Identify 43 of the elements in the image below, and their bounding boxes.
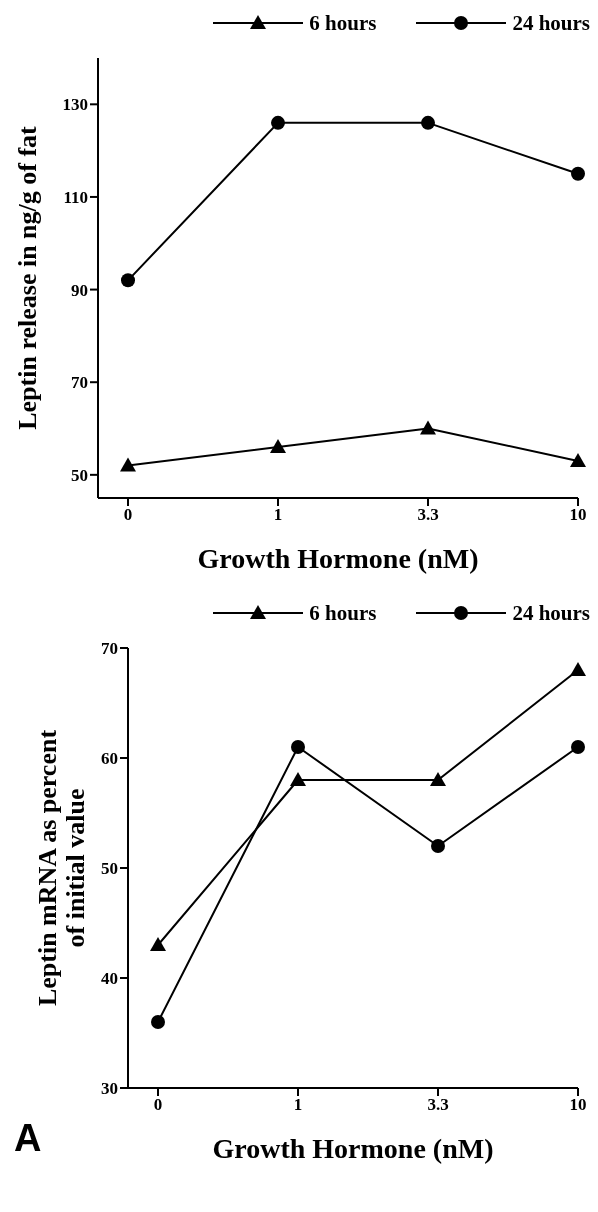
x-tick-label: 1	[273, 505, 283, 525]
legend-label: 24 hours	[512, 600, 590, 626]
y-tick-label: 30	[101, 1079, 118, 1099]
point	[271, 115, 285, 130]
text: A	[14, 1117, 42, 1160]
point	[431, 839, 445, 853]
point	[150, 937, 166, 951]
point	[291, 740, 305, 754]
point	[570, 452, 586, 467]
point	[430, 772, 446, 786]
point	[571, 166, 585, 181]
legend-label: 6 hours	[309, 10, 377, 36]
y-tick-label: 70	[101, 639, 118, 659]
point	[420, 420, 436, 435]
x-axis-title: Growth Hormone (nM)	[197, 543, 479, 574]
point	[120, 457, 136, 472]
x-tick-label: 0	[153, 1095, 163, 1115]
y-tick-label: 130	[62, 95, 88, 115]
point	[570, 662, 586, 676]
x-tick-label: 10	[569, 1095, 587, 1115]
x-tick-label: 0	[123, 505, 133, 525]
y-axis-title: Leptin release in ng/g of fat	[13, 125, 42, 430]
point	[571, 740, 585, 754]
point	[421, 115, 435, 130]
point	[290, 772, 306, 786]
y-tick-label: 50	[101, 859, 118, 879]
y-tick-label: 40	[101, 969, 118, 989]
x-axis-title: Growth Hormone (nM)	[212, 1133, 494, 1164]
x-tick-label: 1	[293, 1095, 303, 1115]
x-tick-label: 10	[569, 505, 587, 525]
y-axis-title: Leptin mRNA as percent of initial value	[33, 729, 90, 1007]
point	[270, 439, 286, 454]
point	[121, 273, 135, 288]
point	[151, 1015, 165, 1029]
y-tick-label: 70	[71, 373, 88, 393]
y-tick-label: 60	[101, 749, 118, 769]
x-tick-label: 3.3	[427, 1095, 449, 1115]
legend-label: 24 hours	[512, 10, 590, 36]
legend-label: 6 hours	[309, 600, 377, 626]
y-tick-label: 50	[71, 465, 88, 485]
y-tick-label: 90	[71, 280, 88, 300]
x-tick-label: 3.3	[417, 505, 439, 525]
y-tick-label: 110	[63, 187, 88, 207]
